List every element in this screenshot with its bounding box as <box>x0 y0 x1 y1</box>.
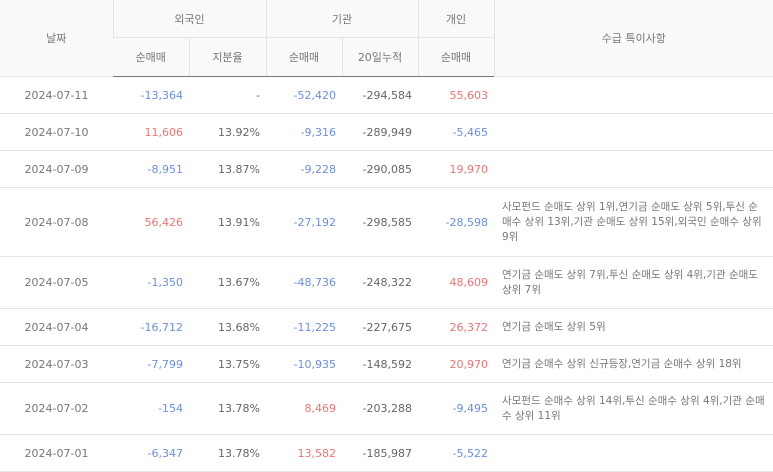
foreign-ratio-cell: 13.92% <box>189 113 266 151</box>
note-cell <box>494 150 773 188</box>
table-row: 2024-07-02 -154 13.78% 8,469 -203,288 -9,495 사… <box>0 382 773 435</box>
date-cell: 2024-07-10 <box>0 113 113 151</box>
table-row: 2024-07-05 -1,350 13.67% -48,736 -248,322 48,… <box>0 256 773 309</box>
note-cell: 사모펀드 순매도 상위 1위,연기금 순매도 상위 5위,투신 순매수 상위 1… <box>494 187 773 257</box>
table-row: 2024-07-09 -8,951 13.87% -9,228 -290,085 19,9… <box>0 150 773 188</box>
indiv-net-cell: 55,603 <box>418 76 494 114</box>
foreign-ratio-cell: 13.78% <box>189 434 266 472</box>
indiv-net-cell: 48,609 <box>418 256 494 309</box>
table-row: 2024-07-11 -13,364- -52,420 -294,584 55,603 <box>0 76 773 114</box>
inst-cum-cell: -289,949 <box>342 113 418 151</box>
col-notes: 수급 특이사항 <box>493 0 773 77</box>
note-cell <box>494 434 773 472</box>
date-cell: 2024-07-08 <box>0 187 113 257</box>
inst-net-cell: -9,228 <box>266 150 342 188</box>
indiv-net-cell: 19,970 <box>418 150 494 188</box>
inst-cum-cell: -290,085 <box>342 150 418 188</box>
col-date: 날짜 <box>0 0 113 77</box>
inst-net-cell: -10,935 <box>266 345 342 383</box>
foreign-net-cell: 11,606 <box>113 113 189 151</box>
note-cell: 연기금 순매도 상위 7위,투신 순매도 상위 4위,기관 순매도 상위 7위 <box>494 256 773 309</box>
col-foreign-net: 순매매 <box>113 37 189 77</box>
foreign-ratio-cell: 13.91% <box>189 187 266 257</box>
note-cell <box>494 113 773 151</box>
date-cell: 2024-07-01 <box>0 434 113 472</box>
foreign-net-cell: -6,347 <box>113 434 189 472</box>
foreign-net-cell: -154 <box>113 382 189 435</box>
foreign-ratio-cell: 13.75% <box>189 345 266 383</box>
col-group-individual: 개인 <box>417 0 494 38</box>
date-cell: 2024-07-09 <box>0 150 113 188</box>
note-cell: 연기금 순매도 상위 5위 <box>494 308 773 346</box>
date-cell: 2024-07-04 <box>0 308 113 346</box>
table-row: 2024-07-10 11,606 13.92% -9,316 -289,949 -5,4… <box>0 113 773 151</box>
col-foreign-ratio: 지분율 <box>188 37 266 77</box>
foreign-net-cell: -16,712 <box>113 308 189 346</box>
note-cell <box>494 76 773 114</box>
table-header: 날짜 외국인 기관 개인 수급 특이사항 순매매 지분율 순매매 20일누적 순… <box>0 0 773 77</box>
col-group-institution: 기관 <box>265 0 418 38</box>
foreign-ratio-cell: 13.87% <box>189 150 266 188</box>
foreign-net-cell: -1,350 <box>113 256 189 309</box>
foreign-ratio-cell: - <box>189 76 266 114</box>
foreign-ratio-cell: 13.68% <box>189 308 266 346</box>
inst-net-cell: 8,469 <box>266 382 342 435</box>
col-group-foreign: 외국인 <box>112 0 266 38</box>
inst-net-cell: -52,420 <box>266 76 342 114</box>
indiv-net-cell: 26,372 <box>418 308 494 346</box>
indiv-net-cell: -5,522 <box>418 434 494 472</box>
indiv-net-cell: 20,970 <box>418 345 494 383</box>
col-indiv-net: 순매매 <box>417 37 494 77</box>
inst-net-cell: -48,736 <box>266 256 342 309</box>
inst-cum-cell: -294,584 <box>342 76 418 114</box>
inst-cum-cell: -298,585 <box>342 187 418 257</box>
col-inst-net: 순매매 <box>265 37 342 77</box>
foreign-ratio-cell: 13.67% <box>189 256 266 309</box>
foreign-ratio-cell: 13.78% <box>189 382 266 435</box>
inst-net-cell: -9,316 <box>266 113 342 151</box>
foreign-net-cell: -7,799 <box>113 345 189 383</box>
date-cell: 2024-07-05 <box>0 256 113 309</box>
inst-net-cell: -27,192 <box>266 187 342 257</box>
foreign-net-cell: 56,426 <box>113 187 189 257</box>
indiv-net-cell: -28,598 <box>418 187 494 257</box>
table-row: 2024-07-01 -6,347 13.78% 13,582 -185,987 -5,5… <box>0 434 773 472</box>
inst-cum-cell: -203,288 <box>342 382 418 435</box>
date-cell: 2024-07-03 <box>0 345 113 383</box>
inst-cum-cell: -227,675 <box>342 308 418 346</box>
table-row: 2024-07-04 -16,712 13.68% -11,225 -227,675 26… <box>0 308 773 346</box>
date-cell: 2024-07-02 <box>0 382 113 435</box>
inst-cum-cell: -148,592 <box>342 345 418 383</box>
indiv-net-cell: -9,495 <box>418 382 494 435</box>
indiv-net-cell: -5,465 <box>418 113 494 151</box>
foreign-net-cell: -8,951 <box>113 150 189 188</box>
date-cell: 2024-07-11 <box>0 76 113 114</box>
note-cell: 사모펀드 순매수 상위 14위,투신 순매수 상위 4위,기관 순매수 상위 1… <box>494 382 773 435</box>
table-row: 2024-07-08 56,426 13.91% -27,192 -298,585 -28… <box>0 187 773 257</box>
note-cell: 연기금 순매수 상위 신규등장,연기금 순매수 상위 18위 <box>494 345 773 383</box>
inst-cum-cell: -248,322 <box>342 256 418 309</box>
foreign-net-cell: -13,364 <box>113 76 189 114</box>
inst-cum-cell: -185,987 <box>342 434 418 472</box>
inst-net-cell: -11,225 <box>266 308 342 346</box>
col-inst-cum: 20일누적 <box>341 37 418 77</box>
table-row: 2024-07-03 -7,799 13.75% -10,935 -148,592 20,… <box>0 345 773 383</box>
table-body: 2024-07-11 -13,364- -52,420 -294,584 55,603 2… <box>0 76 773 472</box>
inst-net-cell: 13,582 <box>266 434 342 472</box>
